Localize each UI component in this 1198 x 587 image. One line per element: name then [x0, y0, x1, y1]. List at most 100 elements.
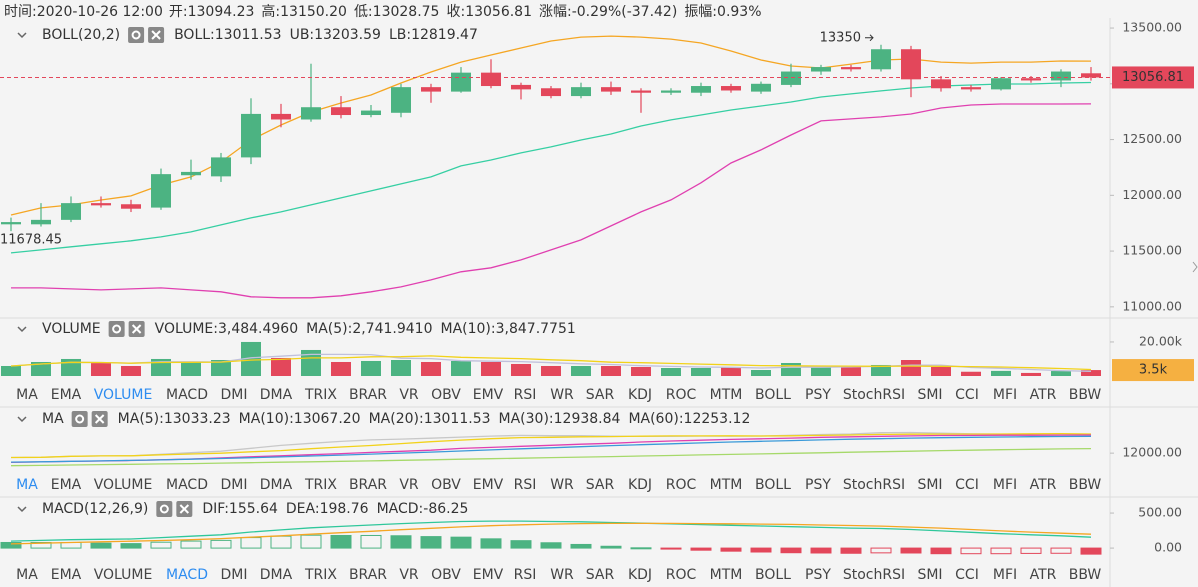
indicator-tab[interactable]: BOLL: [755, 477, 791, 493]
indicator-tab[interactable]: SMI: [917, 477, 942, 493]
indicator-tab[interactable]: MFI: [993, 477, 1017, 493]
indicator-tab[interactable]: MTM: [710, 387, 743, 403]
side-toggle[interactable]: [1192, 261, 1198, 273]
indicator-tab[interactable]: EMA: [51, 387, 82, 403]
settings-icon[interactable]: [108, 321, 125, 337]
volume-bar: [31, 361, 51, 376]
indicator-tab[interactable]: MFI: [993, 387, 1017, 403]
indicator-tab[interactable]: BOLL: [755, 387, 791, 403]
legend-entry: MACD:-86.25: [377, 501, 469, 517]
indicator-tab[interactable]: KDJ: [628, 387, 652, 403]
indicator-tab[interactable]: VR: [399, 477, 419, 493]
indicator-tab[interactable]: BOLL: [755, 567, 791, 583]
legend-entry: MA(5):13033.23: [118, 411, 231, 427]
candle-body: [361, 110, 381, 116]
candle-body: [271, 113, 291, 120]
indicator-tab[interactable]: WR: [550, 477, 574, 493]
candle-body: [331, 107, 351, 116]
volume-bar: [331, 361, 351, 376]
indicator-tab[interactable]: WR: [550, 387, 574, 403]
candle-body: [1, 222, 21, 225]
indicator-tab[interactable]: OBV: [431, 477, 461, 493]
indicator-tab[interactable]: StochRSI: [843, 387, 905, 403]
indicator-tab[interactable]: VR: [399, 387, 419, 403]
indicator-tab[interactable]: PSY: [805, 477, 831, 493]
indicator-tab[interactable]: VOLUME: [94, 567, 153, 583]
indicator-tab[interactable]: TRIX: [304, 387, 337, 403]
indicator-tab[interactable]: RSI: [514, 477, 537, 493]
indicator-tab[interactable]: StochRSI: [843, 477, 905, 493]
y-tick-label: 11000.00: [1122, 298, 1182, 313]
volume-bar: [451, 360, 471, 376]
candle-body: [181, 171, 201, 176]
collapse-caret[interactable]: [17, 326, 27, 333]
indicator-tab[interactable]: VOLUME: [94, 387, 153, 403]
indicator-tab[interactable]: MTM: [710, 477, 743, 493]
indicator-tab[interactable]: MTM: [710, 567, 743, 583]
indicator-tab[interactable]: OBV: [431, 387, 461, 403]
indicator-tab[interactable]: BBW: [1069, 477, 1102, 493]
legend-entry: UB:13203.59: [290, 27, 381, 43]
last-volume-label: 3.5k: [1139, 363, 1168, 378]
indicator-tab[interactable]: KDJ: [628, 567, 652, 583]
indicator-tab[interactable]: BRAR: [349, 567, 387, 583]
header-label: 开:: [169, 4, 188, 20]
settings-icon[interactable]: [71, 411, 88, 427]
indicator-tab[interactable]: EMV: [473, 477, 504, 493]
indicator-tab[interactable]: EMV: [473, 567, 504, 583]
indicator-tab[interactable]: SAR: [586, 387, 615, 403]
indicator-tab[interactable]: EMV: [473, 387, 504, 403]
indicator-tab[interactable]: SAR: [586, 477, 615, 493]
indicator-tab[interactable]: OBV: [431, 567, 461, 583]
indicator-tab[interactable]: RSI: [514, 567, 537, 583]
indicator-tab[interactable]: MA: [16, 477, 38, 493]
settings-icon[interactable]: [156, 501, 173, 517]
indicator-tab[interactable]: RSI: [514, 387, 537, 403]
indicator-tab[interactable]: BRAR: [349, 387, 387, 403]
indicator-tab[interactable]: MACD: [166, 567, 208, 583]
indicator-tab[interactable]: BBW: [1069, 387, 1102, 403]
settings-icon[interactable]: [128, 27, 145, 43]
indicator-tab[interactable]: ROC: [666, 567, 697, 583]
indicator-tab[interactable]: BRAR: [349, 477, 387, 493]
volume-bar: [781, 362, 801, 376]
candle-body: [391, 87, 411, 113]
indicator-tab[interactable]: CCI: [955, 567, 979, 583]
indicator-tab[interactable]: PSY: [805, 387, 831, 403]
indicator-tab[interactable]: ATR: [1030, 477, 1057, 493]
indicator-tab[interactable]: VOLUME: [94, 477, 153, 493]
indicator-tab[interactable]: DMI: [221, 387, 248, 403]
collapse-caret[interactable]: [17, 416, 27, 423]
indicator-tab[interactable]: VR: [399, 567, 419, 583]
indicator-tab[interactable]: SAR: [586, 567, 615, 583]
indicator-tab[interactable]: ROC: [666, 387, 697, 403]
indicator-tab[interactable]: MFI: [993, 567, 1017, 583]
indicator-tab[interactable]: PSY: [805, 567, 831, 583]
indicator-tab[interactable]: MACD: [166, 387, 208, 403]
indicator-tab[interactable]: MA: [16, 567, 38, 583]
indicator-tab[interactable]: TRIX: [304, 477, 337, 493]
indicator-tab[interactable]: DMI: [221, 477, 248, 493]
indicator-tab[interactable]: EMA: [51, 567, 82, 583]
indicator-tab[interactable]: MA: [16, 387, 38, 403]
collapse-caret[interactable]: [17, 506, 27, 513]
indicator-tab[interactable]: TRIX: [304, 567, 337, 583]
indicator-tab[interactable]: SMI: [917, 387, 942, 403]
indicator-tab[interactable]: EMA: [51, 477, 82, 493]
indicator-tab[interactable]: MACD: [166, 477, 208, 493]
indicator-tab[interactable]: ROC: [666, 477, 697, 493]
indicator-tab[interactable]: BBW: [1069, 567, 1102, 583]
collapse-caret[interactable]: [17, 32, 27, 39]
indicator-tab[interactable]: CCI: [955, 387, 979, 403]
indicator-tab[interactable]: KDJ: [628, 477, 652, 493]
indicator-tab[interactable]: StochRSI: [843, 567, 905, 583]
indicator-tab[interactable]: CCI: [955, 477, 979, 493]
indicator-tab[interactable]: DMA: [260, 567, 293, 583]
indicator-tab[interactable]: ATR: [1030, 387, 1057, 403]
indicator-tab[interactable]: DMI: [221, 567, 248, 583]
indicator-tab[interactable]: ATR: [1030, 567, 1057, 583]
indicator-tab[interactable]: DMA: [260, 477, 293, 493]
indicator-tab[interactable]: WR: [550, 567, 574, 583]
indicator-tab[interactable]: DMA: [260, 387, 293, 403]
indicator-tab[interactable]: SMI: [917, 567, 942, 583]
